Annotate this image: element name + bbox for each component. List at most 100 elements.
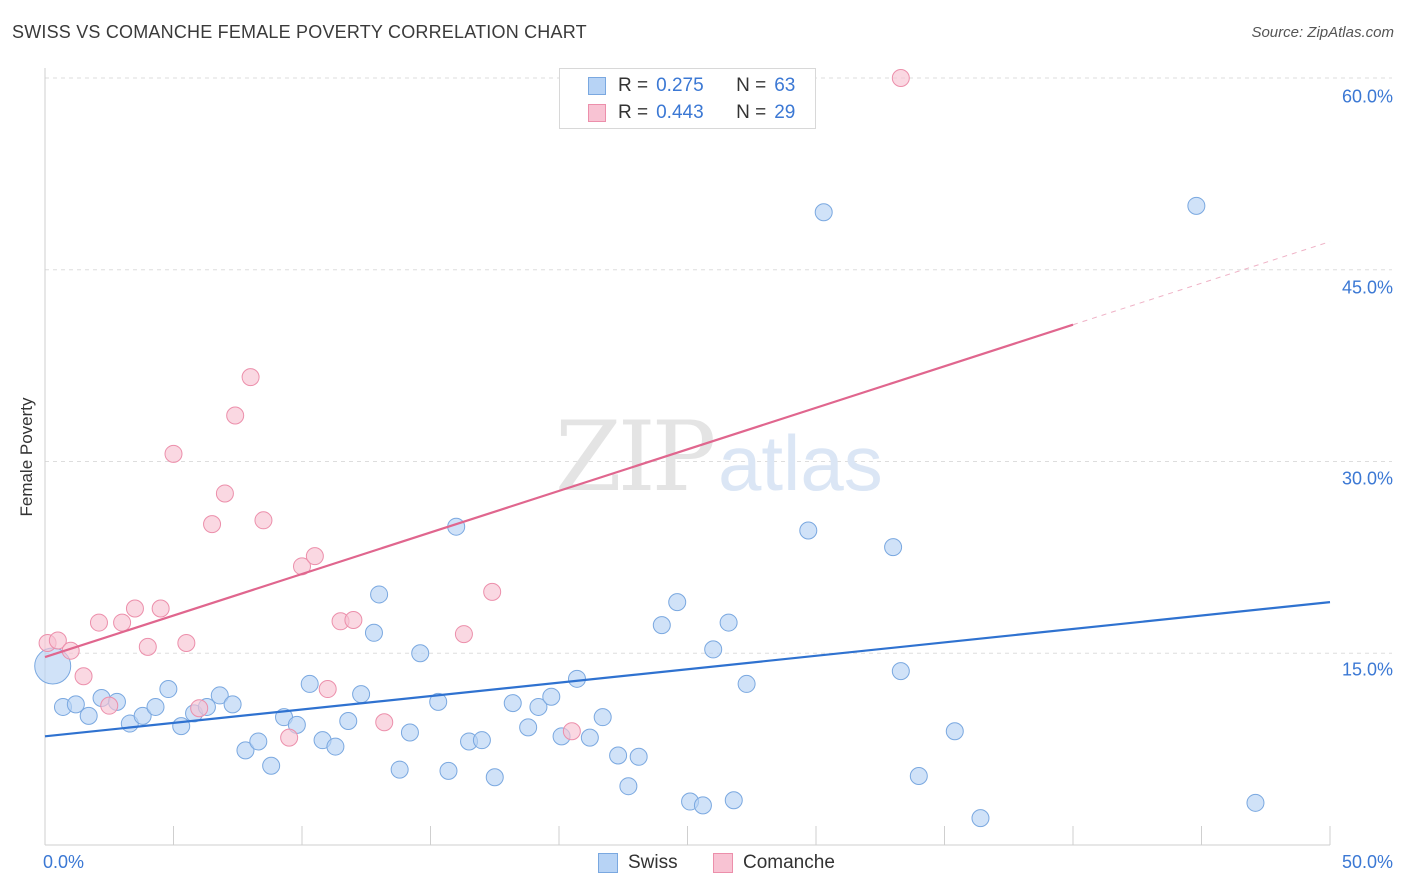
swiss-point (619, 777, 638, 796)
comanche-point (454, 625, 473, 644)
swiss-point (567, 669, 586, 688)
x-tick-label: 50.0% (1341, 852, 1393, 872)
r-label: R = (618, 75, 649, 96)
trend-lines (44, 241, 1331, 738)
comanche-swatch (588, 104, 606, 122)
swiss-point (79, 706, 98, 725)
axes (44, 68, 1331, 846)
n-label: N = (736, 102, 767, 123)
swiss-point (370, 585, 389, 604)
y-tick-label: 60.0% (1341, 86, 1393, 107)
swiss-point (300, 674, 319, 693)
watermark: ZIP atlas (555, 401, 883, 513)
swiss-point (364, 623, 383, 642)
stats-legend: R = 0.275 N = 63 R = 0.443 N = 29 (559, 68, 816, 129)
swiss-point (249, 732, 268, 751)
comanche-point (74, 667, 93, 686)
swiss-point (210, 686, 229, 705)
swiss-point (593, 708, 612, 727)
swiss-point (668, 593, 687, 612)
comanche-point (113, 613, 132, 632)
swiss-point (326, 737, 345, 756)
comanche-point (226, 406, 245, 425)
comanche-point (215, 484, 234, 503)
swiss-point (971, 809, 990, 828)
swiss-point (519, 718, 538, 737)
watermark-atlas: atlas (718, 419, 883, 507)
comanche-point (48, 631, 67, 650)
swiss-point (439, 761, 458, 780)
source-label: Source: ZipAtlas.com (1251, 24, 1394, 41)
comanche-point (138, 637, 157, 656)
y-tick-label: 15.0% (1341, 659, 1393, 680)
swiss-point (223, 695, 242, 714)
legend-label: Swiss (628, 852, 678, 873)
swiss-point (400, 723, 419, 742)
swiss-point (133, 706, 152, 725)
swiss-point (737, 674, 756, 693)
swiss-point (704, 640, 723, 659)
swiss-point (339, 712, 358, 731)
swiss-point (146, 697, 165, 716)
n-value: 63 (774, 75, 796, 96)
swiss-point (909, 766, 928, 785)
comanche-point (89, 613, 108, 632)
n-label: N = (736, 75, 767, 96)
swiss-point (1187, 196, 1206, 215)
swiss-point (652, 616, 671, 635)
swiss-swatch (588, 77, 606, 95)
swiss-point (891, 662, 910, 681)
legend-row-comanche: R = 0.443 N = 29 (588, 101, 795, 125)
y-axis-label: Female Poverty (17, 397, 36, 517)
x-tick-label: 0.0% (43, 852, 85, 872)
legend-item-swiss: Swiss (598, 852, 678, 874)
legend-item-comanche: Comanche (713, 852, 835, 874)
comanche-point (280, 728, 299, 747)
r-value: 0.275 (656, 75, 704, 96)
watermark-zip: ZIP (555, 401, 714, 513)
comanche-point (203, 515, 222, 534)
gridlines (45, 77, 1392, 654)
comanche-point (483, 582, 502, 601)
legend-label: Comanche (743, 852, 835, 873)
comanche-swatch (713, 853, 733, 873)
y-tick-label: 45.0% (1341, 277, 1393, 298)
comanche-point (318, 680, 337, 699)
swiss-point (719, 613, 738, 632)
n-value: 29 (774, 102, 796, 123)
scatter-points (34, 69, 1265, 828)
swiss-point (172, 717, 191, 736)
swiss-point (390, 760, 409, 779)
comanche-point (562, 722, 581, 741)
swiss-trend-line (44, 601, 1331, 738)
swiss-point (542, 687, 561, 706)
swiss-point (262, 756, 281, 775)
swiss-point (799, 521, 818, 540)
comanche-point (151, 599, 170, 618)
comanche-point (305, 547, 324, 566)
legend-row-swiss: R = 0.275 N = 63 (588, 74, 795, 98)
swiss-point (503, 694, 522, 713)
swiss-point (429, 692, 448, 711)
swiss-point (693, 796, 712, 815)
swiss-point (1246, 793, 1265, 812)
comanche-point (254, 511, 273, 530)
comanche-point (891, 69, 910, 87)
swiss-point (884, 538, 903, 557)
swiss-point (66, 695, 85, 714)
chart-title: SWISS VS COMANCHE FEMALE POVERTY CORRELA… (12, 22, 587, 42)
comanche-point (164, 444, 183, 463)
swiss-point (352, 685, 371, 704)
swiss-point (472, 731, 491, 750)
comanche-trend-extension (1072, 241, 1331, 326)
comanche-point (177, 634, 196, 653)
swiss-point (236, 741, 255, 760)
swiss-point (724, 791, 743, 810)
swiss-point (411, 644, 430, 663)
comanche-point (375, 713, 394, 732)
r-value: 0.443 (656, 102, 704, 123)
comanche-trend-line (44, 323, 1074, 659)
swiss-point (529, 697, 548, 716)
swiss-point (814, 203, 833, 222)
